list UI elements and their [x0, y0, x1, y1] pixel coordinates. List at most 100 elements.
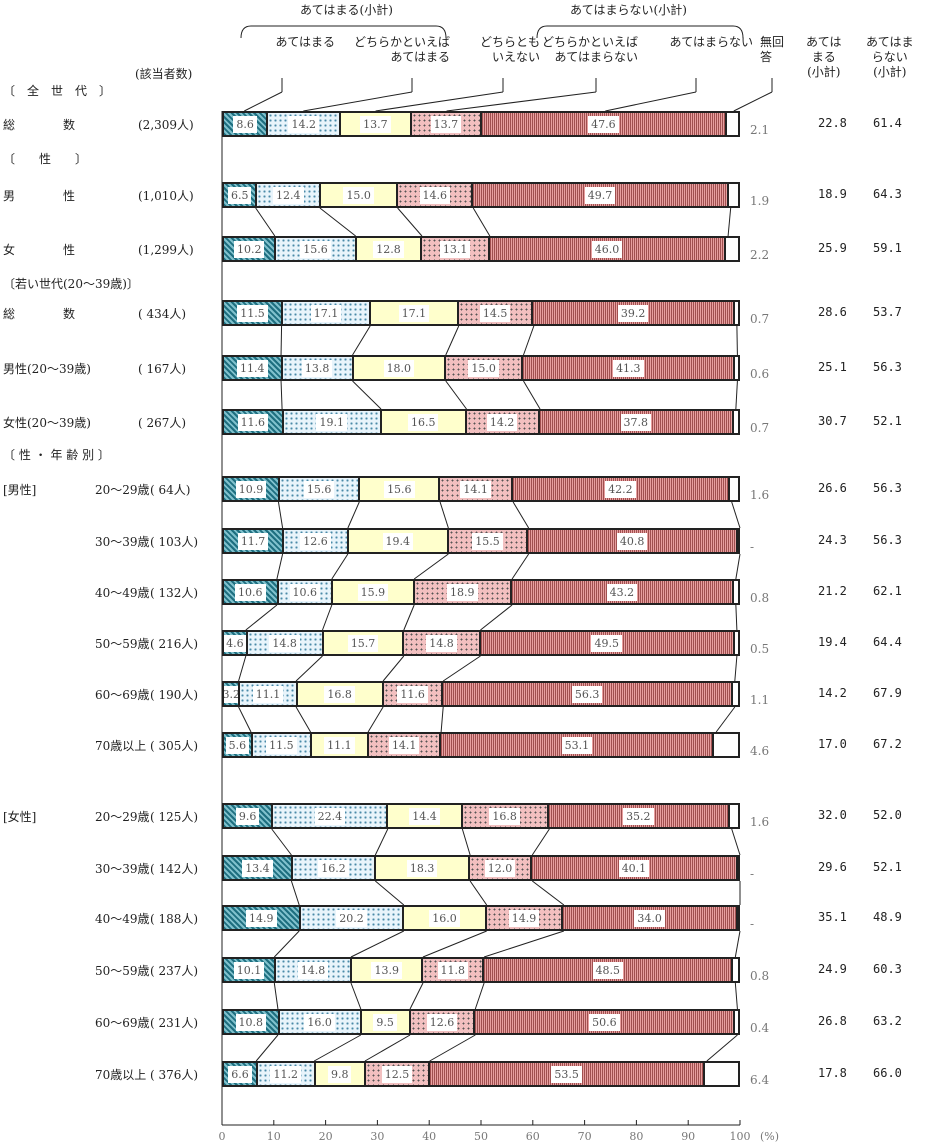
disagree-subtotal-value: 56.3	[873, 481, 902, 495]
segment-label: 15.5	[472, 532, 503, 550]
connector-line	[731, 501, 741, 529]
section-all: 〔 全 世 代 〕	[3, 84, 112, 98]
disagree-subtotal-value: 59.1	[873, 241, 902, 255]
row-count: ( 216人)	[150, 637, 199, 651]
bar-segment-5: 53.1	[441, 734, 715, 756]
connector-line	[295, 655, 323, 682]
bar-segment-4: 13.1	[422, 238, 490, 260]
no-answer-value: 1.1	[750, 693, 770, 707]
bar-segment-2: 12.6	[284, 530, 349, 552]
legend-leader-line	[375, 91, 504, 112]
bar-segment-6	[728, 184, 738, 206]
bar-segment-6	[734, 632, 738, 654]
connector-line	[280, 325, 283, 356]
agree-subtotal-value: 17.0	[818, 737, 847, 751]
bar-segment-6	[735, 357, 739, 379]
connector-line	[439, 501, 449, 529]
x-tick-label: 30	[370, 1130, 385, 1143]
bar-segment-3: 16.8	[297, 683, 384, 705]
bar-segment-4: 16.8	[462, 805, 549, 827]
connector-line	[271, 828, 292, 856]
segment-label: 14.9	[246, 909, 277, 927]
segment-label: 14.8	[297, 961, 329, 979]
stacked-bar: 14.9 20.2 16.0 14.9 34.0	[222, 905, 740, 931]
row-label: 40～49歳	[95, 912, 150, 926]
bar-segment-3: 19.4	[348, 530, 449, 552]
row-count: ( 305人)	[150, 739, 199, 753]
connector-line	[331, 553, 349, 580]
row-count: ( 188人)	[150, 912, 199, 926]
disagree-subtotal-value: 56.3	[873, 360, 902, 374]
bar-segment-6	[726, 113, 738, 135]
bar-segment-1: 14.9	[224, 907, 301, 929]
no-answer-value: 1.9	[750, 194, 770, 208]
bar-segment-5: 47.6	[482, 113, 727, 135]
bar-segment-2: 14.8	[247, 632, 324, 654]
legend-item-1: あてはまる	[275, 35, 335, 49]
x-tick-label: 100	[729, 1130, 751, 1143]
bar-segment-1: 11.6	[224, 411, 284, 433]
segment-label: 12.5	[381, 1065, 413, 1083]
row-count: (2,309人)	[138, 118, 194, 132]
connector-line	[276, 553, 284, 580]
agree-subtotal-value: 28.6	[818, 305, 847, 319]
legend-leader-line	[605, 91, 697, 112]
segment-label: 14.9	[508, 909, 540, 927]
disagree-subtotal-value: 53.7	[873, 305, 902, 319]
agree-subtotal-value: 26.8	[818, 1014, 847, 1028]
segment-label: 40.8	[616, 532, 648, 550]
bar-segment-4: 14.8	[404, 632, 481, 654]
stacked-bar: 6.6 11.2 9.8 12.5 53.5	[222, 1061, 740, 1087]
disagree-bracket	[536, 25, 744, 39]
segment-label: 14.6	[419, 186, 450, 204]
row-label: 50～59歳	[95, 964, 150, 978]
bar-segment-5: 34.0	[563, 907, 739, 929]
stacked-bar: 10.1 14.8 13.9 11.8 48.5	[222, 957, 740, 983]
x-tick-label: 80	[629, 1130, 644, 1143]
segment-label: 17.1	[398, 304, 430, 322]
connector-line	[735, 553, 741, 580]
stacked-bar: 11.7 12.6 19.4 15.5 40.8	[222, 528, 740, 554]
segment-label: 16.2	[318, 859, 349, 877]
row-count: ( 231人)	[150, 1016, 199, 1030]
legend-leader-line	[733, 91, 773, 112]
segment-label: 11.2	[270, 1065, 301, 1083]
stacked-bar: 4.6 14.8 15.7 14.8 49.5	[222, 630, 740, 656]
stacked-bar: 10.9 15.6 15.6 14.1 42.2	[222, 476, 740, 502]
legend-item-3: どちらとも いえない	[479, 35, 540, 64]
connector-line	[511, 553, 530, 580]
stacked-bar: 10.8 16.0 9.5 12.6 50.6	[222, 1009, 740, 1035]
connector-line	[445, 380, 467, 410]
segment-label: 12.8	[373, 240, 404, 258]
connector-line	[350, 982, 362, 1010]
bar-segment-3: 15.9	[333, 581, 415, 603]
bar-segment-3: 15.0	[321, 184, 399, 206]
bar-segment-2: 20.2	[300, 907, 405, 929]
segment-label: 19.4	[382, 532, 414, 550]
connector-line	[727, 207, 732, 237]
row-count: ( 190人)	[150, 688, 199, 702]
segment-label: 16.8	[324, 685, 355, 703]
bar-segment-6	[729, 478, 739, 500]
row-count: ( 142人)	[150, 862, 199, 876]
bar-segment-5: 46.0	[489, 238, 727, 260]
segment-label: 16.0	[304, 1013, 335, 1031]
no-answer-value: 0.8	[750, 969, 770, 983]
segment-label: 6.5	[227, 186, 252, 204]
section-sex-age: 〔 性 ・ 年 齢 別 〕	[3, 448, 110, 462]
bar-segment-6	[732, 683, 738, 705]
connector-line	[273, 930, 300, 958]
x-tick-label: 50	[474, 1130, 488, 1143]
segment-label: 14.2	[288, 115, 319, 133]
bar-segment-6	[729, 805, 738, 827]
segment-label: 46.0	[591, 240, 623, 258]
row-count: ( 167人)	[138, 362, 187, 376]
bar-segment-3: 9.5	[361, 1011, 411, 1033]
agree-subtotal-value: 26.6	[818, 481, 847, 495]
bar-segment-5: 56.3	[443, 683, 733, 705]
row-label: 20～29歳	[95, 810, 150, 824]
segment-label: 12.4	[273, 186, 304, 204]
segment-label: 11.5	[237, 304, 268, 322]
connector-line	[735, 380, 738, 410]
bar-segment-5: 43.2	[511, 581, 734, 603]
